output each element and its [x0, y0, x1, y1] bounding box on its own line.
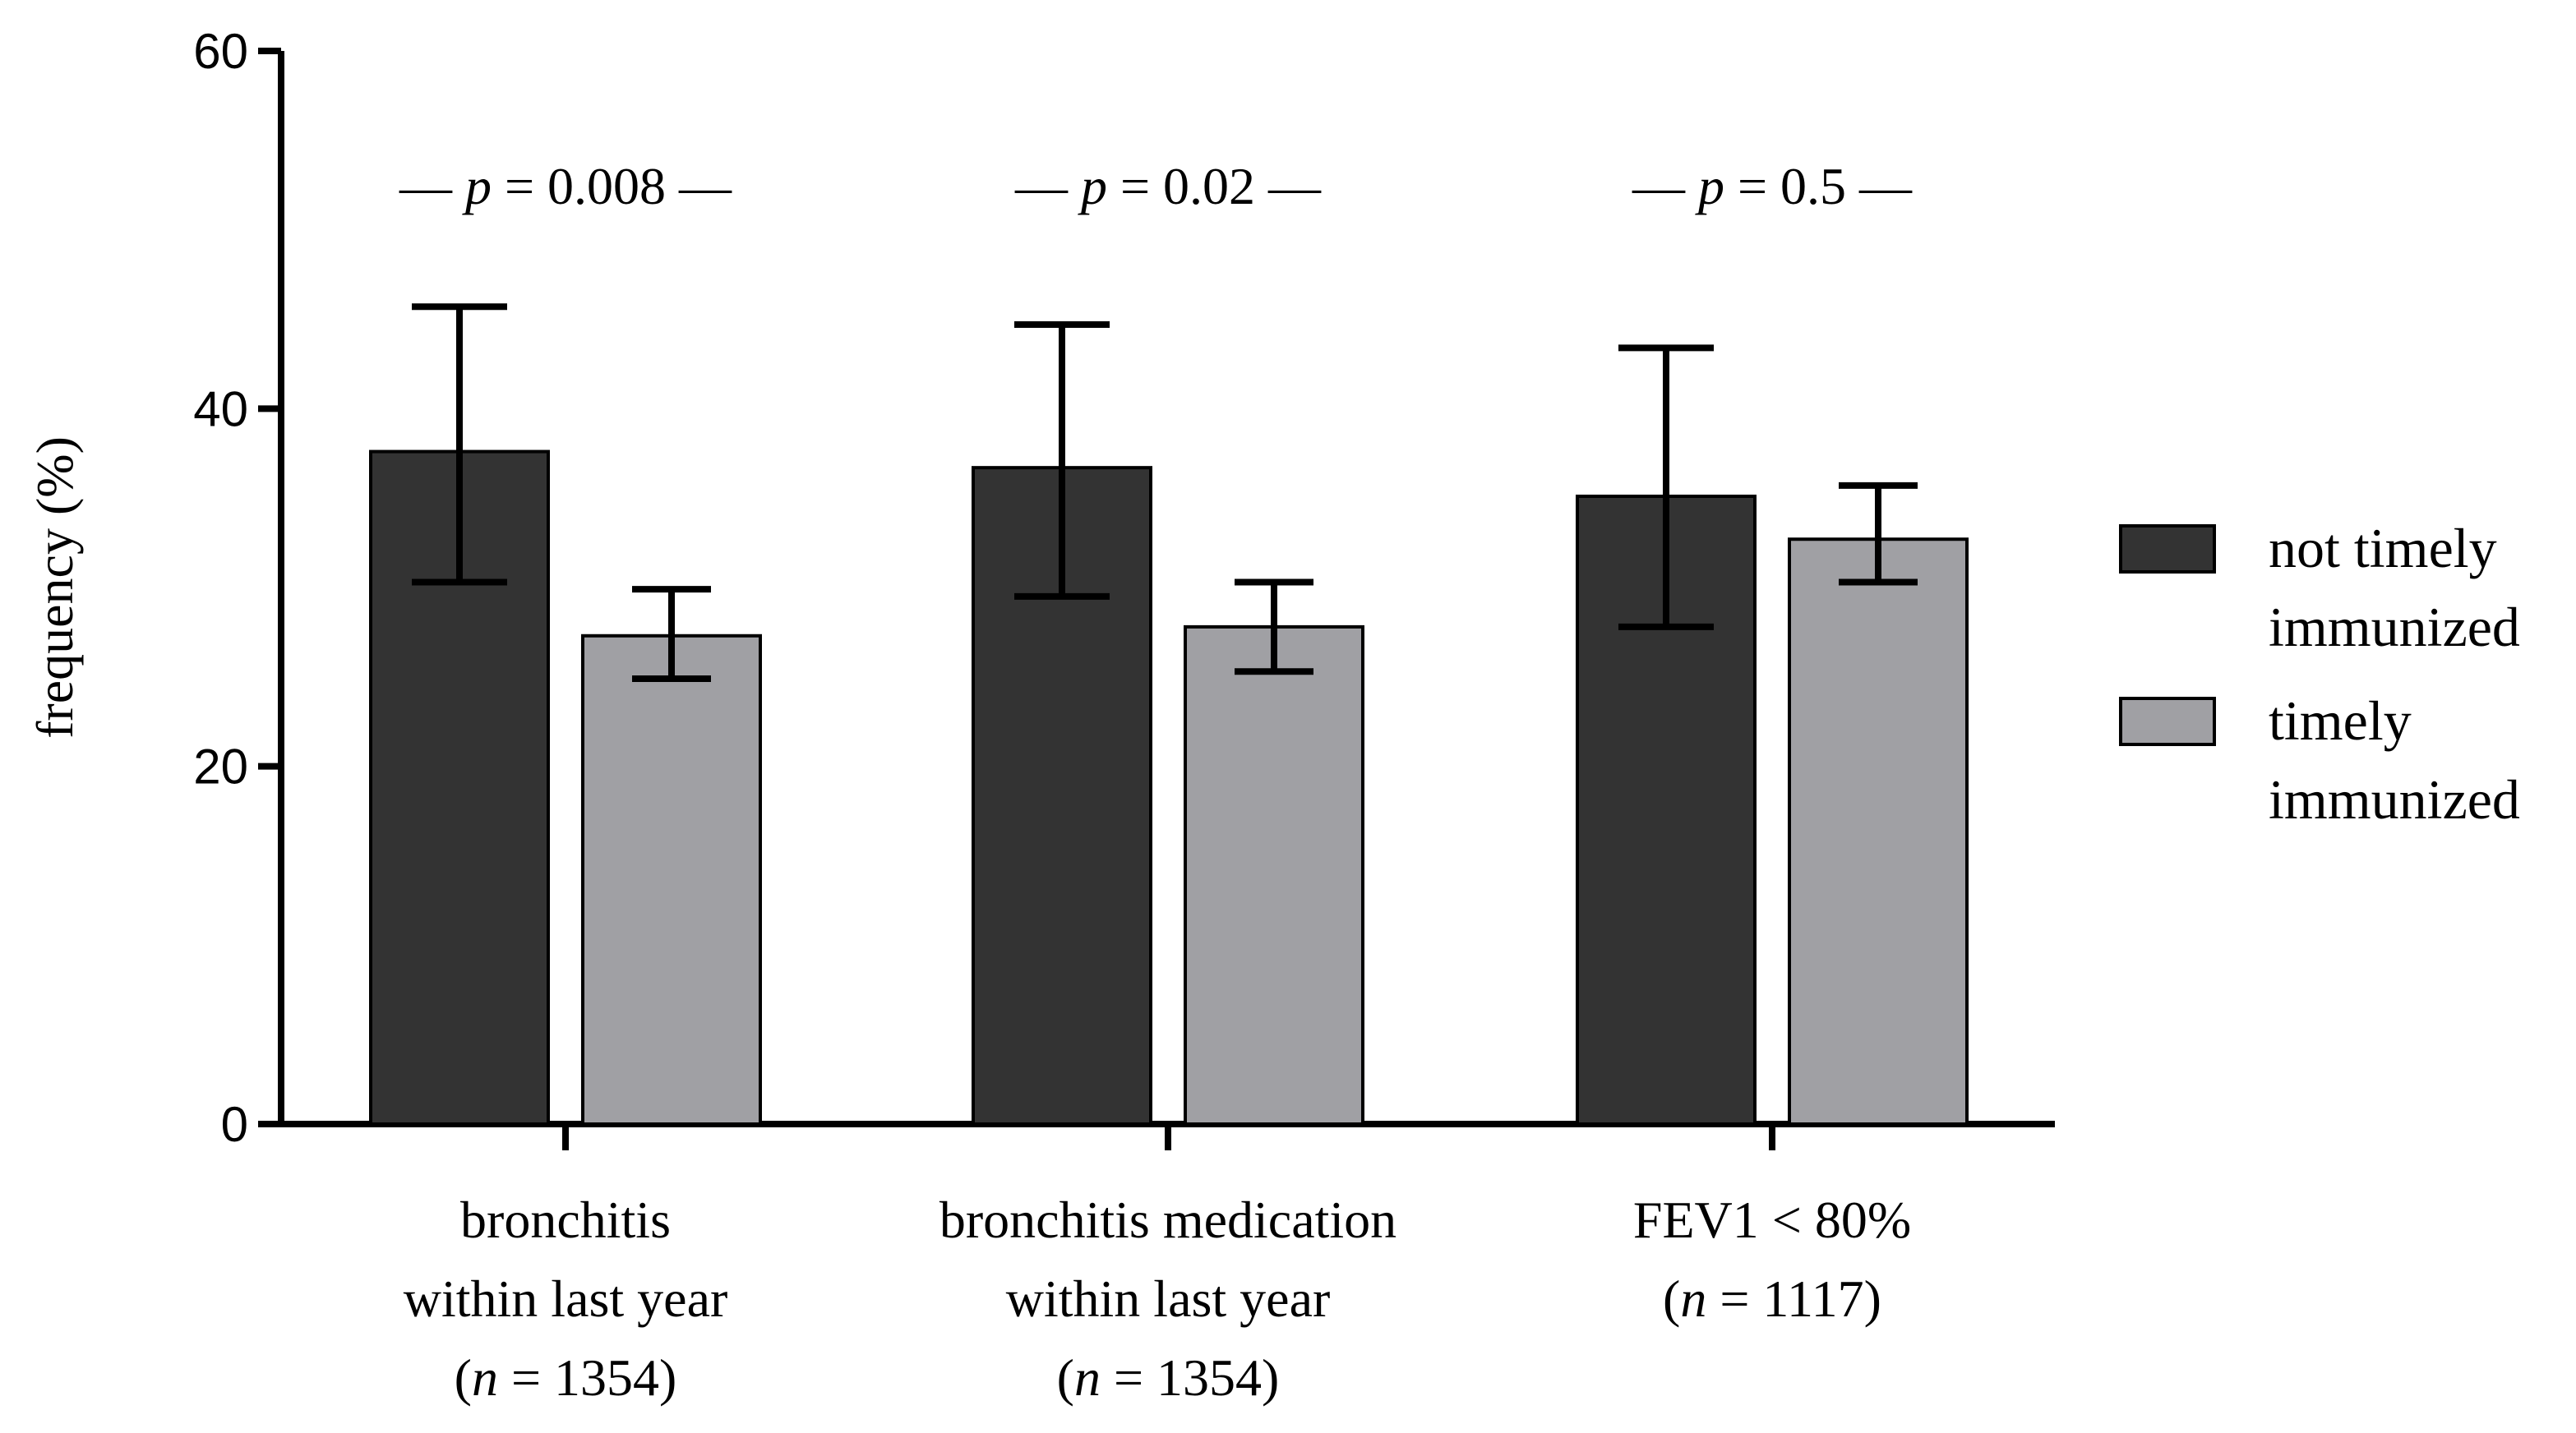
y-tick-label: 40	[193, 381, 248, 436]
x-tick-label: FEV1 < 80%	[1633, 1191, 1911, 1249]
x-tick-label: within last year	[1006, 1269, 1331, 1328]
y-tick-label: 20	[193, 740, 248, 795]
n-value: = 1354)	[498, 1348, 676, 1407]
p-value-annotation: — p = 0.5 —	[1632, 157, 1913, 215]
bar	[581, 634, 762, 1126]
n-variable: n	[472, 1348, 498, 1407]
p-value-text: = 0.5	[1724, 157, 1859, 215]
x-tick-label-n: (n = 1354)	[455, 1348, 677, 1407]
x-tick-label-n: (n = 1354)	[1057, 1348, 1280, 1407]
p-variable: p	[1695, 157, 1724, 215]
annotation-dash-right: —	[1267, 157, 1322, 215]
n-variable: n	[1680, 1269, 1706, 1328]
x-tick-label-n: (n = 1117)	[1663, 1269, 1881, 1328]
legend-swatch	[2119, 697, 2216, 746]
p-variable: p	[462, 157, 492, 215]
p-variable: p	[1078, 157, 1107, 215]
annotation-dash-left: —	[399, 157, 465, 215]
legend-swatch	[2119, 524, 2216, 574]
annotation-dash-left: —	[1014, 157, 1081, 215]
p-value-text: = 0.008	[492, 157, 679, 215]
x-tick-label: within last year	[404, 1269, 728, 1328]
p-value-annotation: — p = 0.02 —	[1014, 157, 1322, 215]
x-tick-label: bronchitis medication	[939, 1191, 1396, 1249]
bar	[1184, 624, 1364, 1126]
p-value-annotation: — p = 0.008 —	[399, 157, 732, 215]
legend-label: immunized	[2269, 768, 2520, 831]
n-variable: n	[1074, 1348, 1101, 1407]
annotation-dash-right: —	[678, 157, 732, 215]
annotation-dash-left: —	[1632, 157, 1698, 215]
y-tick-label: 60	[193, 24, 248, 79]
x-tick-label: bronchitis	[460, 1191, 671, 1249]
n-prefix: (	[1057, 1348, 1074, 1407]
annotation-dash-right: —	[1858, 157, 1913, 215]
y-tick-label: 0	[221, 1097, 248, 1152]
legend-label: not timely	[2269, 517, 2497, 579]
p-value-text: = 0.02	[1107, 157, 1268, 215]
n-value: = 1354)	[1101, 1348, 1279, 1407]
n-prefix: (	[455, 1348, 472, 1407]
y-axis-title: frequency (%)	[25, 436, 84, 739]
legend-label: immunized	[2269, 596, 2520, 658]
bar	[1788, 537, 1969, 1126]
n-prefix: (	[1663, 1269, 1680, 1328]
legend-label: timely	[2269, 689, 2412, 752]
n-value: = 1117)	[1706, 1269, 1881, 1328]
